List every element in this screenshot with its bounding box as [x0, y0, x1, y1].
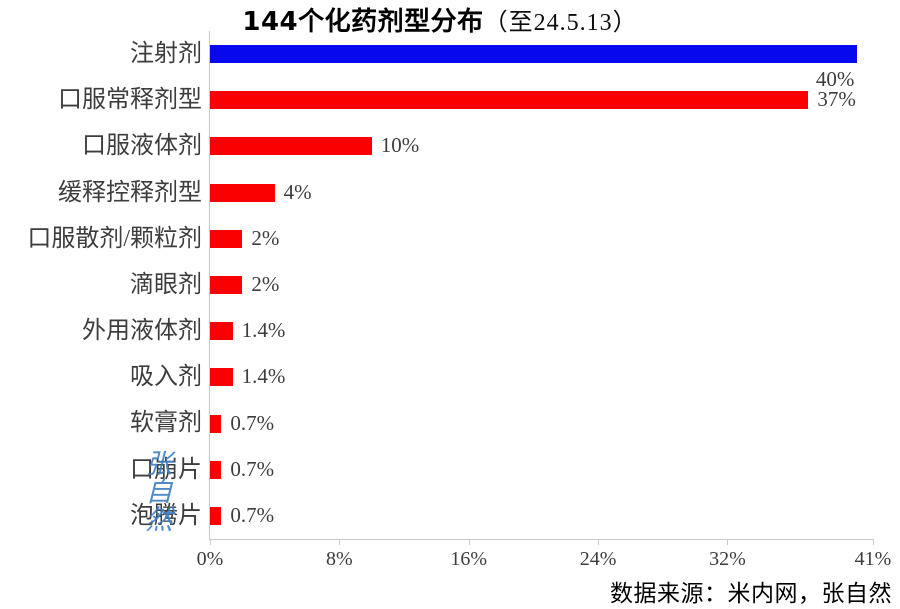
- x-tick-label: 0%: [196, 548, 224, 570]
- x-axis-tick: [339, 539, 341, 545]
- bar: [210, 45, 857, 64]
- value-label: 0.7%: [230, 502, 275, 527]
- bar: [210, 183, 275, 202]
- bar: [210, 506, 222, 525]
- category-label: 口服常释剂型: [58, 87, 202, 114]
- value-label: 4%: [283, 179, 312, 204]
- x-tick-label: 8%: [326, 548, 353, 570]
- chart-title-suffix: （至24.5.13）: [483, 10, 638, 36]
- x-axis-tick: [727, 539, 729, 545]
- bar: [210, 137, 372, 156]
- category-label: 吸入剂: [130, 364, 202, 391]
- category-label: 泡腾片: [130, 502, 202, 529]
- bar: [210, 91, 809, 110]
- category-label: 注射剂: [130, 41, 202, 67]
- chart-title: 144个化药剂型分布（至24.5.13）: [0, 1, 880, 38]
- bar: [210, 414, 222, 433]
- value-label: 1.4%: [241, 364, 286, 389]
- category-label: 软膏剂: [130, 410, 202, 437]
- category-label: 口崩片: [130, 456, 202, 483]
- source-credit: 数据来源：米内网，张自然: [610, 581, 892, 606]
- value-label: 37%: [817, 87, 856, 112]
- x-tick-label: 24%: [579, 548, 617, 570]
- x-axis-tick: [598, 539, 600, 545]
- value-label: 0.7%: [230, 410, 275, 435]
- x-axis-tick: [210, 539, 211, 545]
- x-axis-line: [209, 539, 874, 540]
- x-axis-tick: [873, 539, 874, 545]
- category-label: 口服散剂/颗粒剂: [27, 225, 202, 252]
- category-label: 口服液体剂: [82, 133, 202, 160]
- value-label: 10%: [380, 133, 420, 158]
- bar: [210, 322, 233, 341]
- x-tick-label: 16%: [450, 548, 488, 570]
- bar: [210, 460, 222, 479]
- x-tick-label: 41%: [854, 548, 892, 570]
- bar: [210, 368, 233, 387]
- y-axis-line: [209, 31, 210, 539]
- value-label: 1.4%: [241, 318, 286, 343]
- category-label: 外用液体剂: [82, 318, 202, 345]
- value-label: 0.7%: [230, 456, 275, 481]
- x-axis-tick: [468, 539, 470, 545]
- x-tick-label: 32%: [709, 548, 746, 570]
- bar: [210, 229, 243, 248]
- value-label: 2%: [251, 225, 280, 250]
- category-label: 滴眼剂: [130, 271, 202, 298]
- bar: [210, 276, 243, 294]
- chart-title-main: 144个化药剂型分布: [242, 7, 484, 37]
- value-label: 40%: [815, 67, 855, 92]
- category-label: 缓释控释剂型: [58, 179, 202, 206]
- value-label: 2%: [251, 272, 280, 296]
